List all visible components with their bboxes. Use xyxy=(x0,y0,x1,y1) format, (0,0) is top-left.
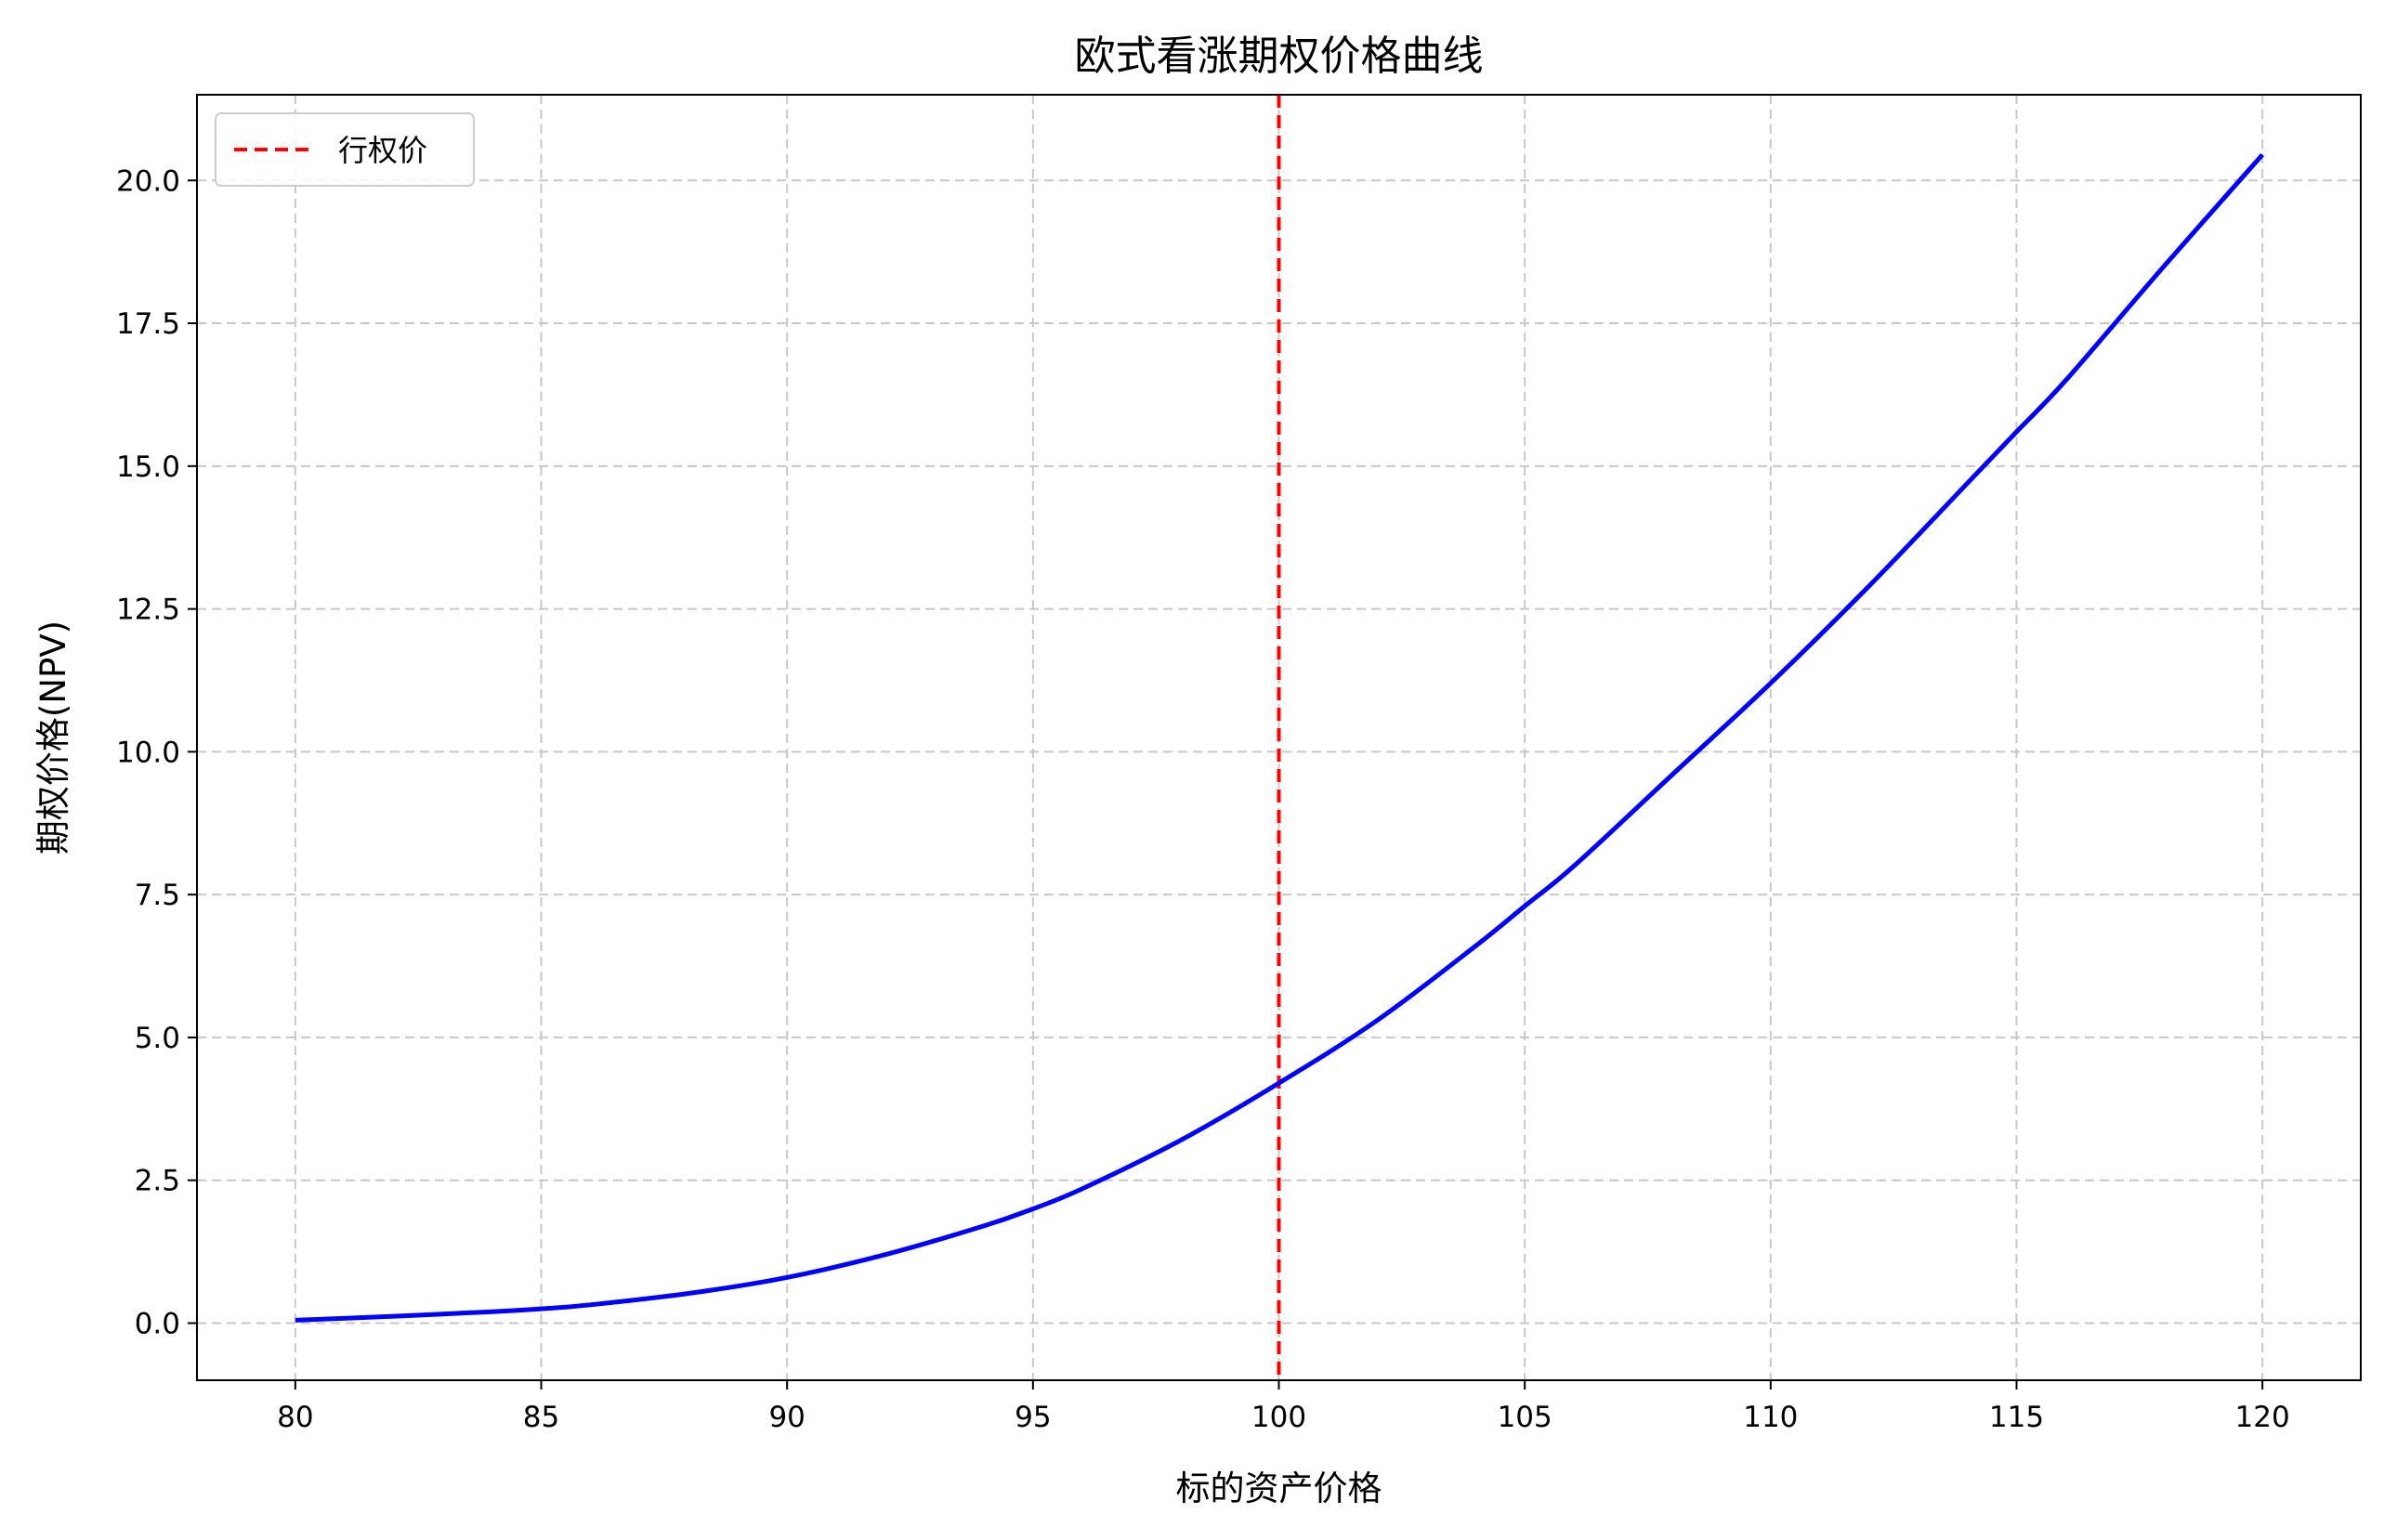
y-tick-label: 17.5 xyxy=(116,307,180,341)
x-axis-label: 标的资产价格 xyxy=(1176,1468,1382,1508)
y-tick-label: 15.0 xyxy=(116,450,180,484)
chart-title: 欧式看涨期权价格曲线 xyxy=(1075,33,1484,80)
grid xyxy=(197,95,2361,1380)
y-tick-label: 2.5 xyxy=(135,1165,180,1198)
y-axis-ticks: 0.0 2.5 5.0 7.5 10.0 12.5 15.0 17.5 20.0 xyxy=(116,164,197,1340)
x-axis-ticks: 80 85 90 95 100 105 110 115 120 xyxy=(277,1380,2290,1434)
x-tick-label: 80 xyxy=(277,1401,313,1434)
x-tick-label: 115 xyxy=(1989,1401,2044,1434)
series xyxy=(295,152,2264,1323)
x-tick-label: 110 xyxy=(1743,1401,1798,1434)
legend-box xyxy=(215,112,475,187)
y-tick-label: 20.0 xyxy=(116,164,180,198)
legend-label-strike-price: 行权价 xyxy=(338,133,427,168)
x-tick-label: 90 xyxy=(768,1401,805,1434)
y-tick-label: 7.5 xyxy=(135,879,180,912)
x-tick-label: 100 xyxy=(1251,1401,1306,1434)
x-tick-label: 105 xyxy=(1498,1401,1552,1434)
y-tick-label: 12.5 xyxy=(116,594,180,627)
x-tick-label: 85 xyxy=(523,1401,559,1434)
y-axis-label: 期权价格(NPV) xyxy=(33,620,73,855)
x-tick-label: 95 xyxy=(1015,1401,1051,1434)
y-tick-label: 5.0 xyxy=(135,1022,180,1055)
y-tick-label: 10.0 xyxy=(116,736,180,769)
option-price-curve xyxy=(295,152,2264,1323)
x-tick-label: 120 xyxy=(2235,1401,2290,1434)
legend: 行权价 xyxy=(215,112,475,187)
y-tick-label: 0.0 xyxy=(135,1307,180,1340)
